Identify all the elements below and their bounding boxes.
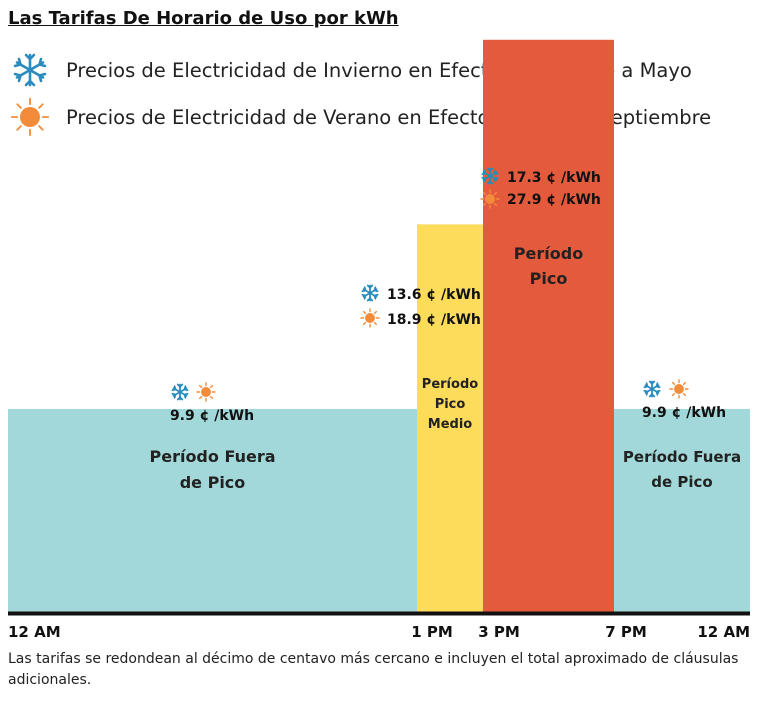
- sun-icon: [10, 97, 50, 137]
- chart-title: Las Tarifas De Horario de Uso por kWh: [8, 8, 399, 29]
- period-label-3-1: de Pico: [651, 473, 712, 491]
- snowflake-icon: [10, 50, 50, 90]
- rate-label-peak-summer: 27.9 ¢ /kWh: [507, 192, 601, 208]
- period-label-3-0: Período Fuera: [623, 448, 741, 466]
- rate-label-peak-winter: 17.3 ¢ /kWh: [507, 170, 601, 186]
- tick-label-3: 7 PM: [605, 623, 647, 641]
- period-label-2-0: Período: [514, 244, 583, 263]
- period-bar-1: [417, 224, 483, 612]
- rate-label-offpeak-right: 9.9 ¢ /kWh: [642, 405, 726, 421]
- period-label-1-0: Período: [422, 377, 478, 392]
- rate-label-midpeak-winter: 13.6 ¢ /kWh: [387, 287, 481, 303]
- period-label-0-0: Período Fuera: [149, 447, 275, 466]
- summer-icon-peak: [480, 189, 500, 209]
- period-label-0-1: de Pico: [180, 473, 246, 492]
- tick-label-4: 12 AM: [697, 623, 750, 641]
- rate-chart: Período Fuera de Pico Período Pico Medio Perí…: [8, 39, 750, 641]
- winter-icon-offpeak-right: [643, 380, 661, 398]
- summer-icon-midpeak: [360, 308, 380, 328]
- winter-icon-offpeak-left: [171, 383, 189, 401]
- summer-icon-offpeak-right: [669, 379, 689, 399]
- summer-icon-offpeak-left: [196, 382, 216, 402]
- period-bar-0: [8, 408, 417, 612]
- period-bar-2: [483, 39, 614, 612]
- period-label-1-1: Pico: [435, 397, 466, 412]
- tick-label-2: 3 PM: [478, 623, 520, 641]
- rate-label-offpeak-left: 9.9 ¢ /kWh: [170, 408, 254, 424]
- footnote: Las tarifas se redondean al décimo de ce…: [8, 651, 739, 688]
- winter-icon-midpeak: [361, 284, 379, 302]
- tick-label-1: 1 PM: [411, 623, 453, 641]
- period-label-2-1: Pico: [530, 269, 568, 288]
- period-bar-3: [614, 408, 750, 612]
- period-label-1-2: Medio: [428, 417, 473, 432]
- rate-label-midpeak-summer: 18.9 ¢ /kWh: [387, 312, 481, 328]
- winter-icon-peak: [481, 167, 499, 185]
- tick-label-0: 12 AM: [8, 623, 61, 641]
